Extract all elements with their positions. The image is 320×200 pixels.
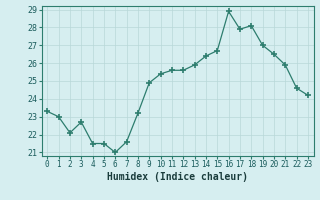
- X-axis label: Humidex (Indice chaleur): Humidex (Indice chaleur): [107, 172, 248, 182]
